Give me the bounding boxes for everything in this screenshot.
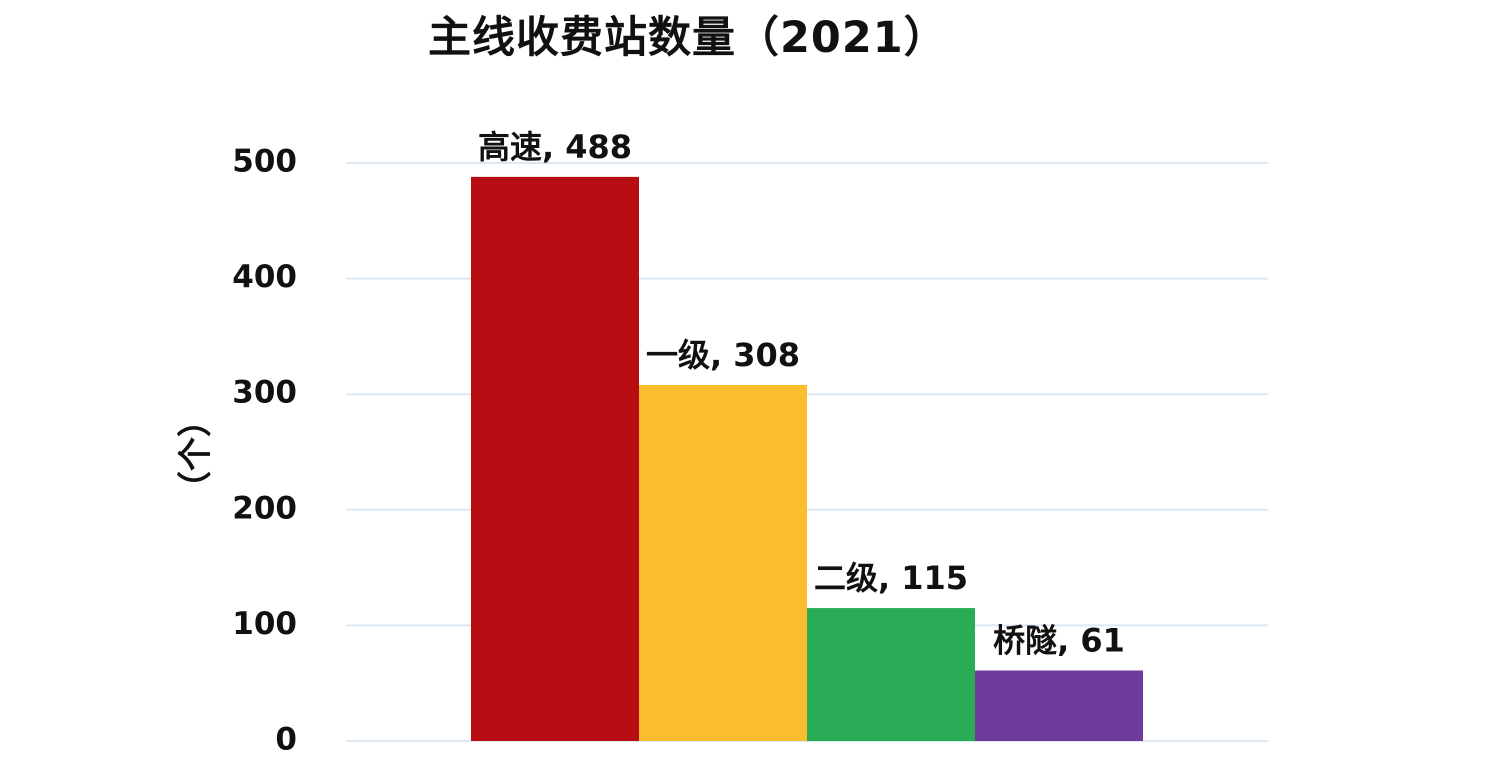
bar-2	[639, 384, 807, 741]
y-tick-label: 500	[232, 144, 297, 180]
bar-3	[807, 608, 975, 741]
data-label: 高速, 488	[478, 128, 632, 166]
y-tick-label: 400	[232, 259, 297, 295]
bar-1	[471, 176, 639, 741]
y-tick-label: 100	[232, 606, 297, 642]
data-label: 二级, 115	[814, 559, 968, 597]
chart-title: 主线收费站数量（2021）	[428, 13, 948, 63]
bar-4	[975, 670, 1143, 741]
y-tick-label: 200	[232, 490, 297, 526]
data-label: 桥隧, 61	[993, 621, 1125, 659]
y-tick-label: 0	[275, 722, 297, 758]
y-tick-label: 300	[232, 375, 297, 411]
data-label: 一级, 308	[646, 336, 800, 374]
